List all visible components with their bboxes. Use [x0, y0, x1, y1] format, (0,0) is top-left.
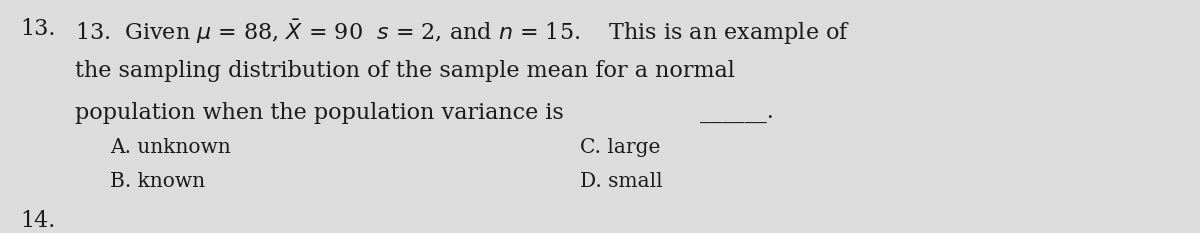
Text: C. large: C. large [580, 138, 660, 157]
Text: ______.: ______. [700, 102, 774, 124]
Text: D. small: D. small [580, 172, 662, 191]
Text: 14.: 14. [20, 210, 55, 232]
Text: 13.  Given $\mu$ = 88, $\bar{X}$ = 90  $s$ = 2, and $n$ = 15.    This is an exam: 13. Given $\mu$ = 88, $\bar{X}$ = 90 $s$… [74, 18, 851, 47]
Text: B. known: B. known [110, 172, 205, 191]
Text: population when the population variance is: population when the population variance … [74, 102, 564, 124]
Text: 13.: 13. [20, 18, 55, 40]
Text: the sampling distribution of the sample mean for a normal: the sampling distribution of the sample … [74, 60, 734, 82]
Text: A. unknown: A. unknown [110, 138, 230, 157]
